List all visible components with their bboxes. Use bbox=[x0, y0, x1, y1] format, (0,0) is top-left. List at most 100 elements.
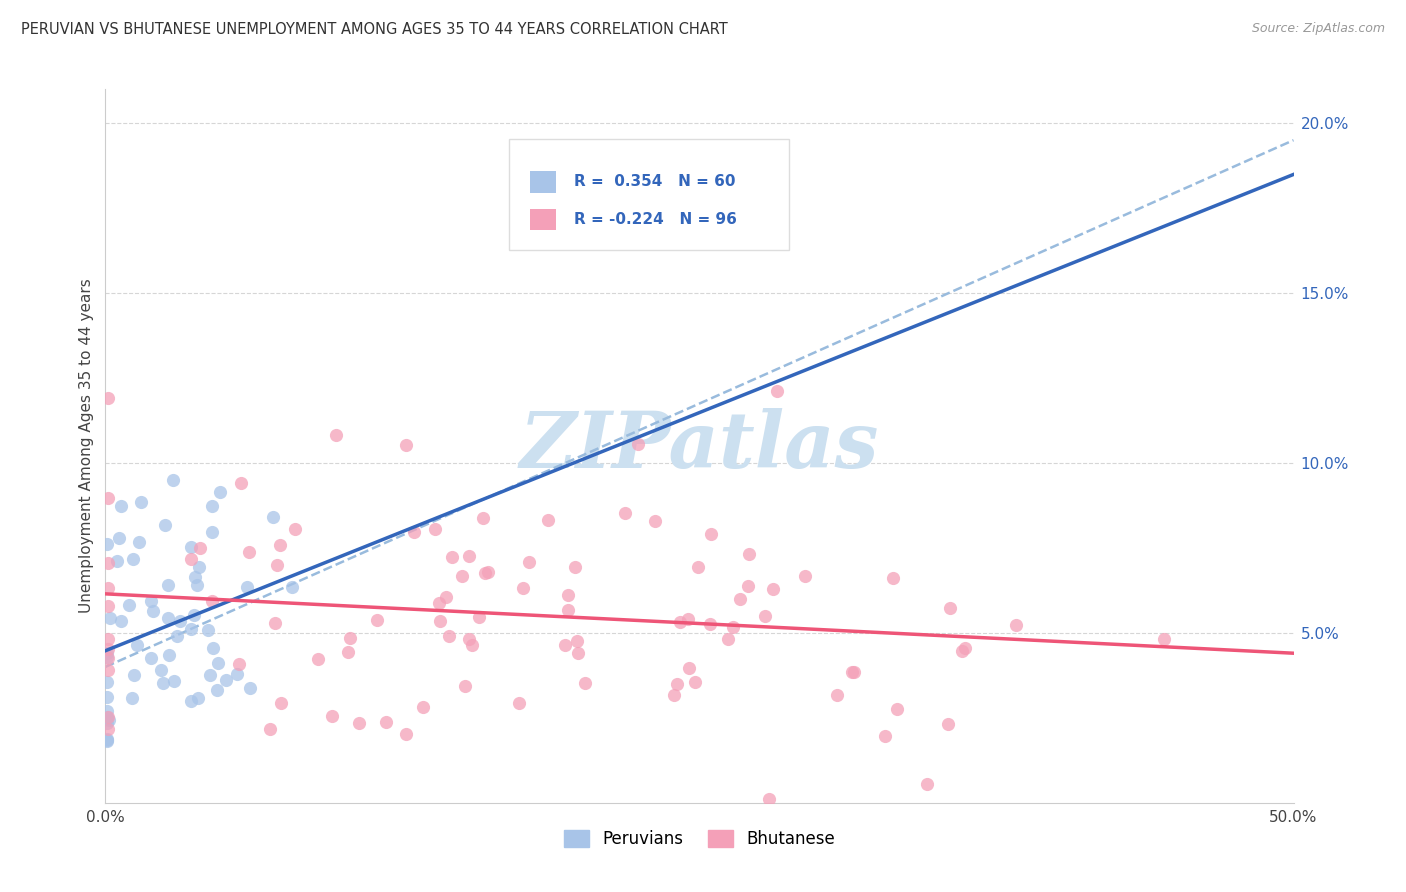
Point bbox=[97, 651, 120, 665]
Point bbox=[517, 555, 540, 569]
Point bbox=[128, 535, 150, 549]
Point bbox=[228, 657, 250, 671]
Point bbox=[454, 679, 477, 693]
Point bbox=[325, 427, 347, 442]
Point bbox=[201, 500, 224, 514]
Point bbox=[825, 688, 848, 702]
Point bbox=[554, 638, 576, 652]
Point bbox=[841, 665, 863, 679]
Point bbox=[451, 569, 474, 583]
Point bbox=[281, 581, 304, 595]
Point bbox=[186, 578, 208, 592]
Point bbox=[207, 656, 229, 670]
Point bbox=[96, 674, 118, 689]
Point bbox=[97, 491, 120, 506]
Point bbox=[187, 560, 209, 574]
Point bbox=[441, 549, 464, 564]
Point bbox=[565, 634, 588, 648]
FancyBboxPatch shape bbox=[530, 171, 557, 193]
Point bbox=[366, 613, 388, 627]
Point bbox=[96, 710, 118, 724]
Point bbox=[118, 598, 141, 612]
Point bbox=[139, 651, 162, 665]
Point bbox=[97, 599, 120, 613]
Point bbox=[96, 732, 118, 747]
Point bbox=[950, 643, 973, 657]
Point bbox=[939, 600, 962, 615]
Point bbox=[699, 617, 721, 632]
Point bbox=[97, 391, 120, 405]
Point bbox=[915, 777, 938, 791]
Point bbox=[97, 710, 120, 724]
Point bbox=[127, 638, 149, 652]
Point bbox=[129, 495, 152, 509]
Point bbox=[844, 665, 866, 679]
Point bbox=[676, 611, 699, 625]
Point bbox=[152, 676, 174, 690]
Point bbox=[238, 545, 260, 559]
Point bbox=[208, 484, 231, 499]
Point bbox=[474, 566, 496, 580]
FancyBboxPatch shape bbox=[509, 139, 789, 250]
Point bbox=[1153, 632, 1175, 647]
Point bbox=[758, 792, 780, 806]
Point bbox=[567, 646, 589, 660]
Point bbox=[183, 607, 205, 622]
Point bbox=[644, 514, 666, 528]
Point bbox=[339, 631, 361, 645]
Point bbox=[97, 713, 120, 727]
Point bbox=[537, 513, 560, 527]
Point bbox=[97, 632, 120, 646]
Point bbox=[686, 560, 709, 574]
Point bbox=[754, 608, 776, 623]
Point bbox=[110, 614, 132, 628]
Point bbox=[121, 691, 143, 706]
Point bbox=[236, 580, 259, 594]
Point bbox=[429, 614, 451, 628]
Point bbox=[395, 727, 418, 741]
Point bbox=[259, 723, 281, 737]
FancyBboxPatch shape bbox=[530, 209, 557, 230]
Point bbox=[766, 384, 789, 399]
Point bbox=[512, 581, 534, 595]
Point bbox=[873, 729, 896, 743]
Y-axis label: Unemployment Among Ages 35 to 44 years: Unemployment Among Ages 35 to 44 years bbox=[79, 278, 94, 614]
Point bbox=[395, 438, 418, 452]
Point bbox=[201, 525, 224, 540]
Point bbox=[205, 683, 228, 698]
Point bbox=[412, 700, 434, 714]
Point bbox=[375, 714, 398, 729]
Point bbox=[737, 579, 759, 593]
Point bbox=[96, 716, 118, 731]
Point bbox=[262, 510, 284, 524]
Point bbox=[882, 571, 904, 585]
Point bbox=[97, 723, 120, 737]
Point bbox=[157, 578, 180, 592]
Point bbox=[347, 716, 370, 731]
Point bbox=[97, 641, 120, 656]
Point bbox=[198, 667, 221, 681]
Point bbox=[678, 661, 700, 675]
Text: PERUVIAN VS BHUTANESE UNEMPLOYMENT AMONG AGES 35 TO 44 YEARS CORRELATION CHART: PERUVIAN VS BHUTANESE UNEMPLOYMENT AMONG… bbox=[21, 22, 728, 37]
Point bbox=[762, 582, 785, 596]
Point bbox=[188, 541, 211, 556]
Point bbox=[107, 554, 129, 568]
Point bbox=[97, 582, 120, 596]
Point bbox=[717, 632, 740, 647]
Point bbox=[180, 540, 202, 554]
Point bbox=[423, 522, 446, 536]
Point bbox=[201, 640, 224, 655]
Point bbox=[574, 676, 596, 690]
Point bbox=[201, 594, 224, 608]
Point bbox=[97, 557, 120, 571]
Point bbox=[187, 690, 209, 705]
Point bbox=[321, 708, 343, 723]
Point bbox=[226, 667, 249, 681]
Point bbox=[156, 611, 179, 625]
Point bbox=[96, 646, 118, 660]
Text: ZIPatlas: ZIPatlas bbox=[520, 408, 879, 484]
Point bbox=[180, 551, 202, 566]
Point bbox=[149, 663, 172, 677]
Text: R =  0.354   N = 60: R = 0.354 N = 60 bbox=[574, 175, 735, 189]
Point bbox=[169, 614, 191, 628]
